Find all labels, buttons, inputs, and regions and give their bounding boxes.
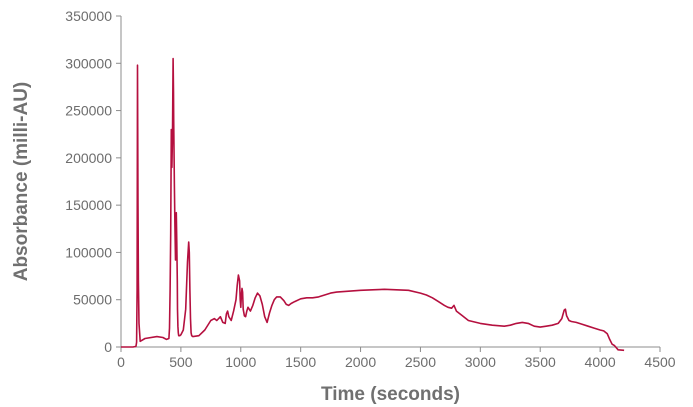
x-tick-label: 0 [117, 354, 125, 370]
x-tick-label: 4000 [585, 354, 616, 370]
x-tick-label: 500 [169, 354, 193, 370]
x-tick-label: 3500 [525, 354, 556, 370]
y-tick-label: 300000 [65, 55, 112, 71]
x-axis-title: Time (seconds) [321, 384, 460, 405]
x-tick-label: 2500 [405, 354, 436, 370]
y-tick-label: 0 [104, 339, 112, 355]
x-tick-label: 2000 [345, 354, 376, 370]
x-tick-label: 1500 [285, 354, 316, 370]
y-tick-label: 100000 [65, 244, 112, 260]
y-axis-ticks: 0 50000 100000 150000 200000 250000 300000 3500… [65, 8, 121, 355]
y-tick-label: 250000 [65, 103, 112, 119]
x-tick-label: 4500 [644, 354, 675, 370]
y-tick-label: 150000 [65, 197, 112, 213]
y-tick-label: 50000 [73, 292, 112, 308]
absorbance-series-line [121, 57, 625, 352]
x-tick-label: 1000 [225, 354, 256, 370]
y-tick-label: 350000 [65, 8, 112, 24]
y-axis-title: Absorbance (milli-AU) [11, 82, 32, 282]
x-tick-label: 3000 [465, 354, 496, 370]
y-tick-label: 200000 [65, 150, 112, 166]
x-axis-ticks: 0 500 1000 1500 2000 2500 3000 3500 4000 4500 [117, 347, 676, 370]
